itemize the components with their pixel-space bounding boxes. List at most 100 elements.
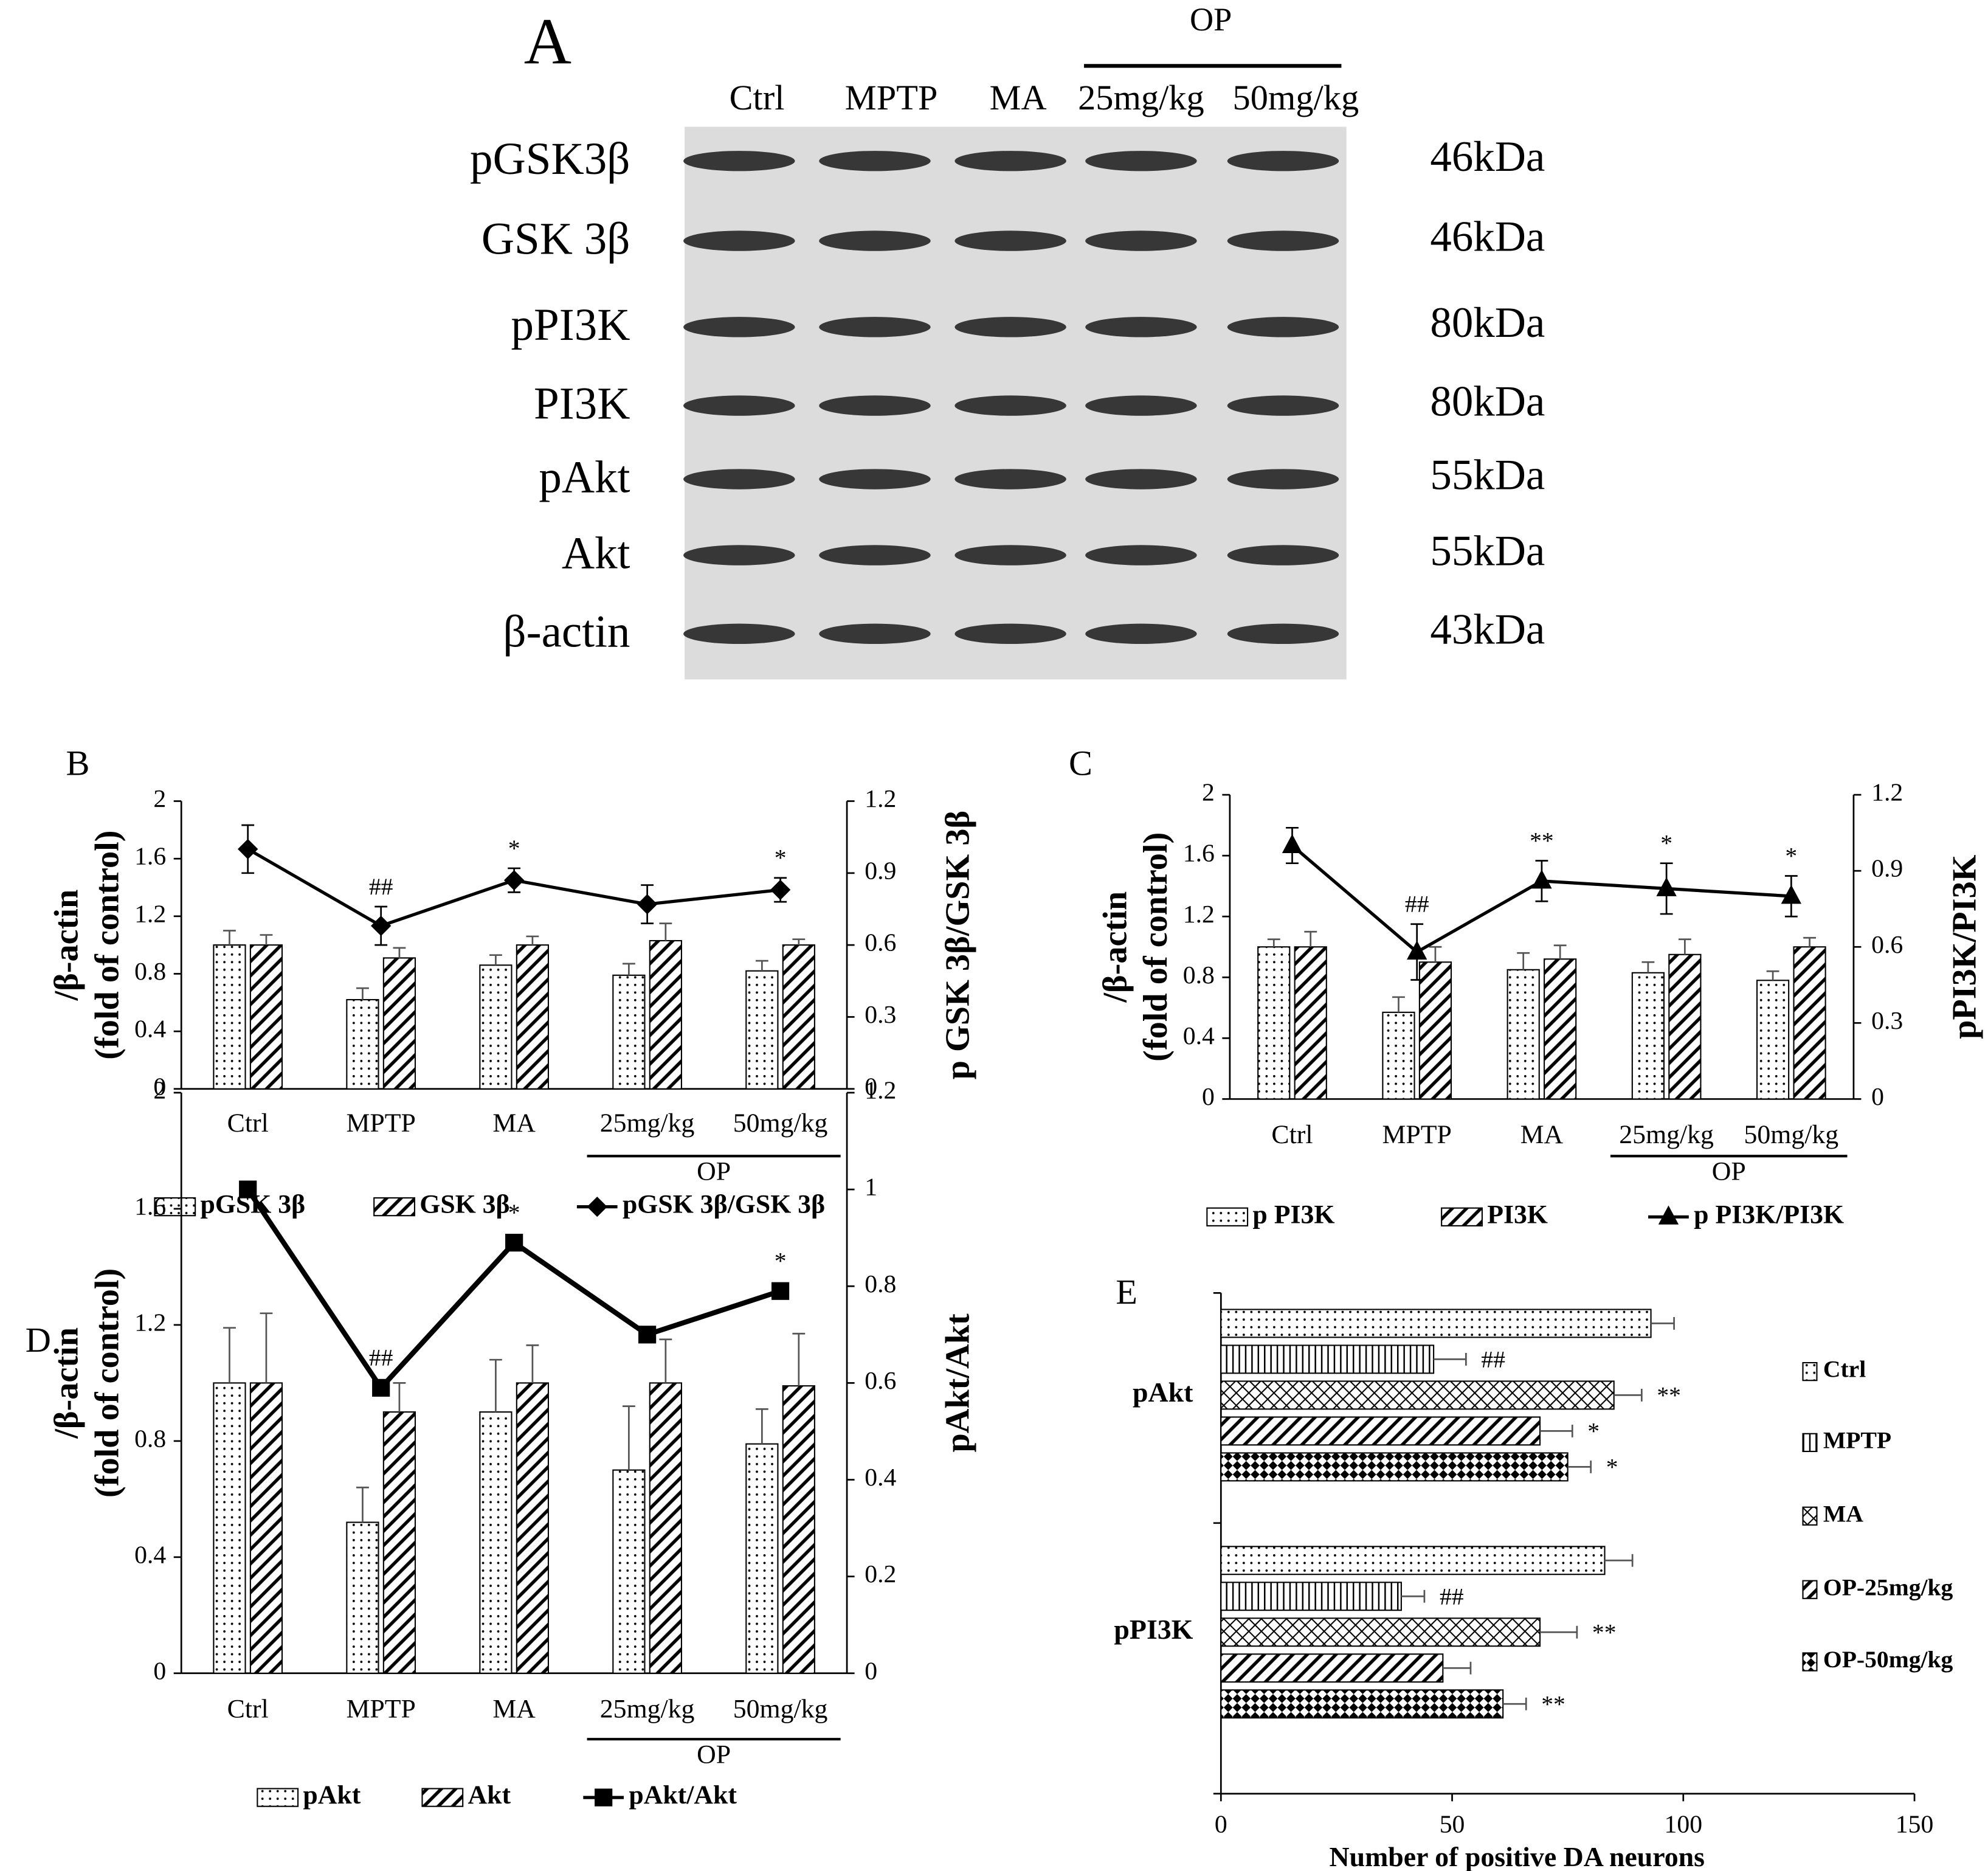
significance-label: ** [1592,1619,1617,1646]
y-tick-label: 1.6 [134,843,166,871]
significance-label: * [1660,830,1672,857]
x-tick-label: Ctrl [227,1108,269,1138]
panel-letter: A [524,5,571,78]
bar [213,1382,246,1674]
bar [1294,946,1327,1100]
blot-band [683,623,795,645]
blot-band [954,230,1066,251]
lane-label: MA [990,78,1047,117]
y-axis-label: /β-actin [1096,891,1134,1003]
y-tick-label: 1.2 [134,1309,166,1337]
blot-band [1227,469,1339,489]
y-tick-label: 2 [1202,779,1215,807]
bar [1220,1653,1444,1683]
blot-band [683,545,795,565]
y-axis-label: (fold of control) [88,831,126,1060]
x-tick-label: 25mg/kg [600,1694,695,1723]
significance-label: ** [1541,1691,1565,1718]
marker [587,1196,607,1217]
marker [637,894,658,915]
legend-label: PI3K [1487,1200,1548,1229]
legend-label: OP-25mg/kg [1823,1574,1953,1600]
significance-label: * [508,835,520,862]
x-tick-label: MA [1520,1120,1564,1149]
x-tick-label: 0 [1215,1811,1227,1839]
bar [382,957,416,1090]
y-tick-label: 0.4 [134,1015,166,1043]
legend-swatch [1802,1652,1818,1672]
bar [1220,1617,1541,1647]
marker [239,1180,257,1198]
y-axis-label: /β-actin [48,1327,86,1439]
bar [249,1382,283,1674]
bar [1220,1689,1504,1719]
row-label: PI3K [534,378,630,429]
size-label: 80kDa [1430,299,1545,347]
legend-label: Ctrl [1823,1356,1866,1383]
bar [346,1521,379,1674]
significance-label: ## [369,873,393,900]
x-tick-label: 150 [1896,1811,1934,1839]
x-tick-label: MA [492,1108,536,1138]
panel-letter: E [1116,1272,1137,1312]
bar [612,974,646,1090]
significance-label: ## [369,1344,393,1371]
bar [782,944,815,1090]
row-label: pAkt [539,452,630,502]
legend-swatch [1206,1207,1249,1226]
legend-swatch [1802,1433,1818,1453]
bar [479,964,513,1090]
size-label: 55kDa [1430,527,1545,575]
y2-tick-label: 0.4 [865,1464,896,1492]
y-tick-label: 1.2 [1183,901,1215,929]
bar [1220,1546,1606,1575]
x-tick-label: 50mg/kg [733,1108,828,1138]
x-tick-label: 100 [1665,1811,1703,1839]
legend-swatch [1802,1580,1818,1599]
row-label: Akt [562,528,630,578]
blot-band [683,395,795,416]
marker [372,1378,390,1397]
blot-band [683,151,795,171]
lane-label: Ctrl [730,78,785,117]
group-label: OP [1190,1,1232,38]
blot-band [1085,545,1197,565]
bar [213,944,246,1090]
blot-band [954,151,1066,171]
x-tick-label: 25mg/kg [600,1108,695,1138]
y2-tick-label: 0.6 [865,929,896,957]
legend-label: pAkt [303,1780,361,1810]
blot-band [1227,623,1339,645]
y-axis-label: (fold of control) [1137,832,1175,1062]
blot-band [819,545,931,565]
marker [595,1788,613,1807]
bar [1220,1309,1652,1338]
significance-label: * [1606,1454,1618,1481]
y2-axis-label: p GSK 3β/GSK 3β [939,811,977,1079]
lane-label: MPTP [845,78,938,117]
bar [1220,1452,1569,1482]
y2-axis-label: pPI3K/PI3K [1946,854,1984,1039]
legend-swatch [257,1788,299,1807]
y-tick-label: 0 [1202,1083,1215,1111]
y-tick-label: 2 [153,1077,166,1105]
row-label: GSK 3β [481,213,630,264]
y2-tick-label: 1.2 [865,1077,896,1105]
blot-band [819,395,931,416]
legend-label: pGSK 3β/GSK 3β [623,1190,825,1219]
marker [1656,877,1677,896]
significance-label: ** [1657,1382,1681,1409]
x-tick-label: Ctrl [1271,1120,1313,1149]
marker [1658,1205,1679,1225]
bar [479,1411,513,1674]
y-tick-label: pAkt [1133,1377,1193,1408]
blot-band [1227,151,1339,171]
blot-band [683,230,795,251]
group-label: OP [1712,1157,1746,1186]
blot-band [954,545,1066,565]
blot-band [1085,230,1197,251]
bar [1382,1011,1415,1100]
size-label: 43kDa [1430,606,1545,654]
bar [782,1385,815,1674]
